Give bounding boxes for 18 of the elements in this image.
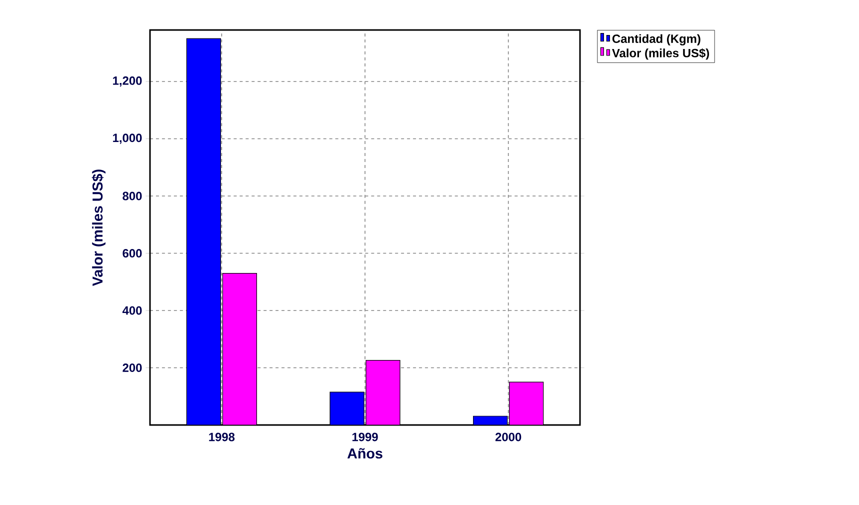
y-tick-label: 400 (122, 306, 142, 315)
bar (186, 38, 221, 425)
legend-label: Valor (miles US$) (612, 48, 710, 60)
bar (509, 382, 544, 425)
x-tick-label: 1999 (352, 432, 378, 442)
legend-label: Cantidad (Kgm) (612, 34, 700, 46)
y-tick-label: 200 (122, 364, 142, 372)
y-tick-label: 600 (122, 249, 142, 258)
bar (366, 360, 400, 425)
x-tick-label: 1998 (209, 432, 235, 442)
bar (222, 272, 257, 425)
bar (330, 392, 364, 425)
x-axis-title: Años (347, 448, 382, 459)
x-tick-label: 2000 (495, 432, 522, 442)
y-tick-label: 1,200 (113, 76, 142, 87)
y-axis-title: Valor (miles US$) (92, 170, 106, 286)
y-tick-label: 1,000 (113, 134, 142, 144)
y-tick-label: 800 (122, 192, 142, 200)
